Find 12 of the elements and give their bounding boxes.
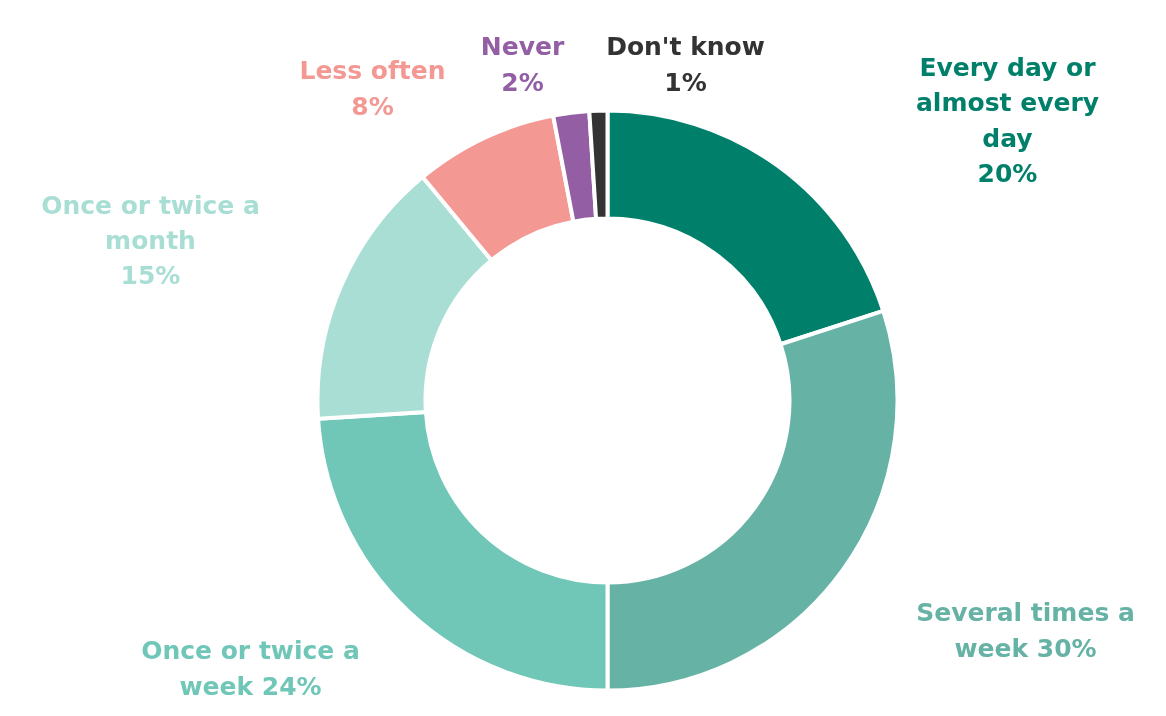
- slice-label: Every day or almost every day: [915, 52, 1100, 153]
- slice-label: Once or twice a week 24%: [141, 636, 360, 701]
- data-label: 2%: [501, 67, 544, 97]
- data-label: 15%: [120, 261, 181, 291]
- slice-label: Never: [480, 32, 565, 62]
- slice-label: Don't know: [606, 32, 765, 62]
- data-label: 8%: [351, 91, 394, 121]
- slice-label: Less often: [299, 56, 446, 86]
- slice-label: Several times a week 30%: [916, 598, 1135, 663]
- slice-label: Once or twice a month: [41, 190, 260, 255]
- data-label: 20%: [977, 159, 1038, 189]
- data-label: 1%: [664, 67, 707, 97]
